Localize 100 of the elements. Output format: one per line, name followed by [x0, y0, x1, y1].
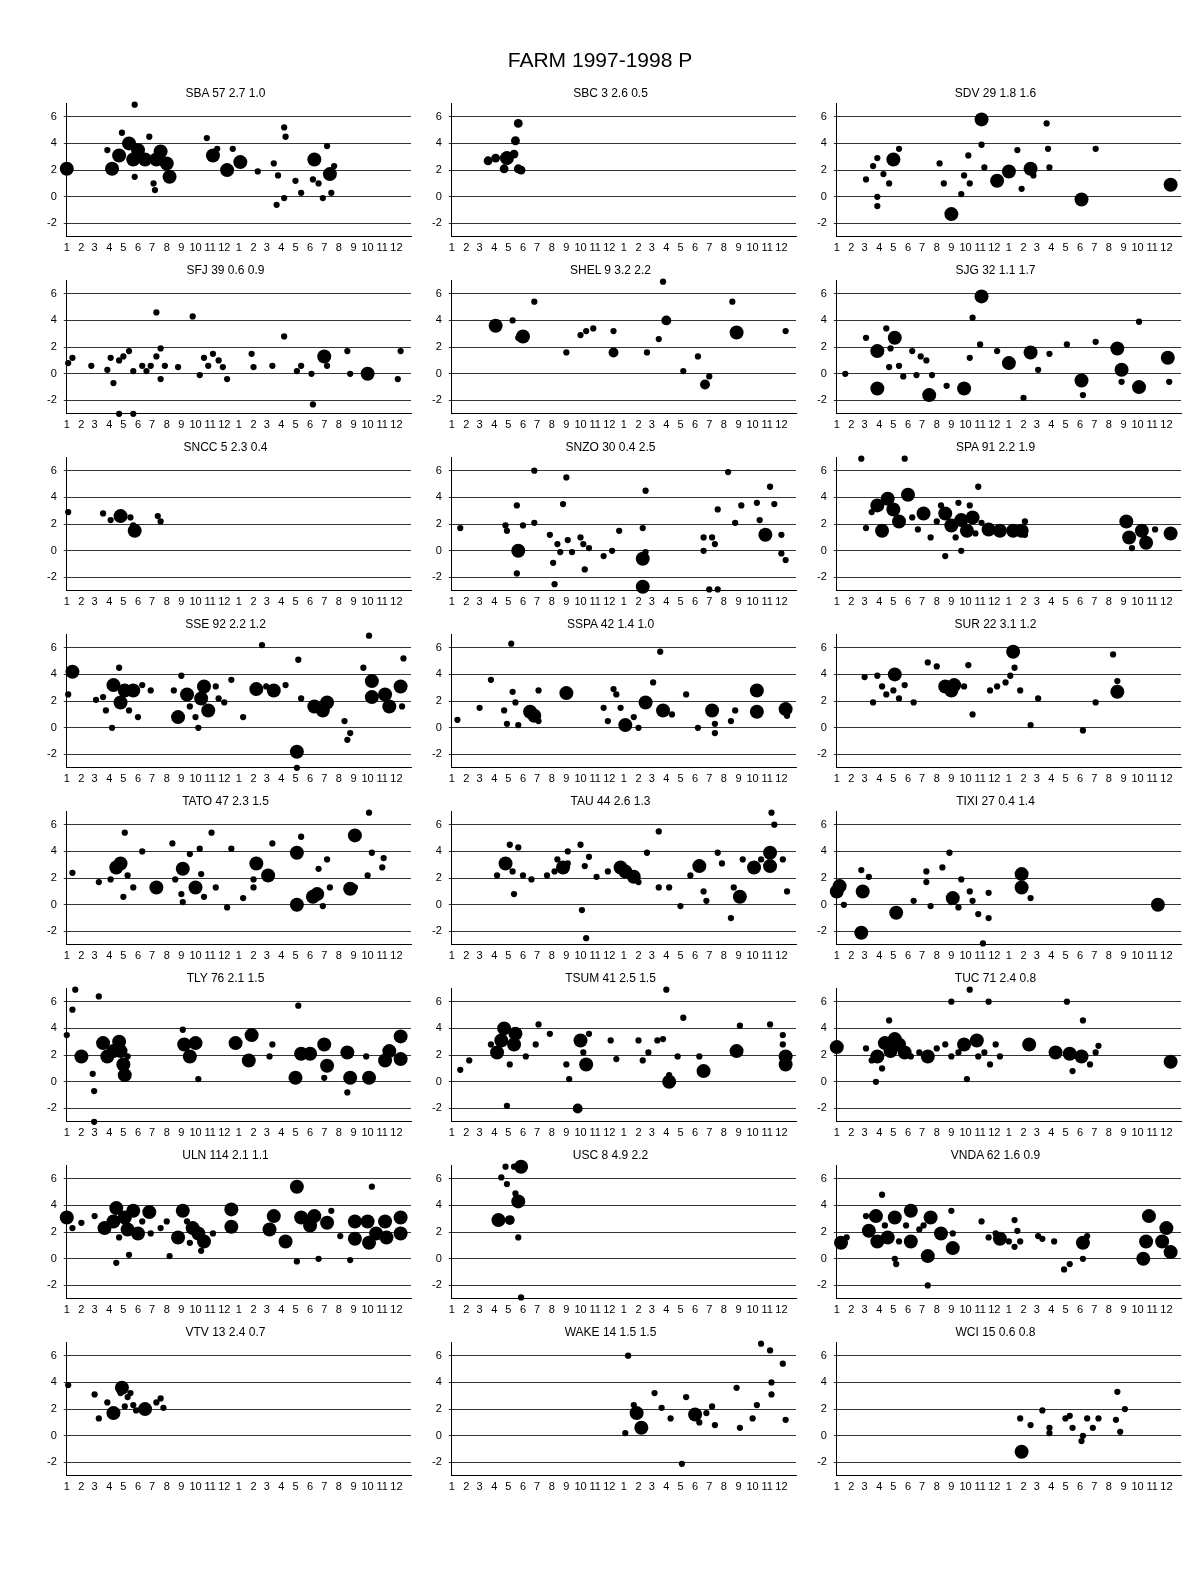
- x-tick-label: 2: [463, 595, 470, 608]
- y-tick-label: 2: [820, 1402, 827, 1415]
- x-tick-label: 7: [919, 418, 926, 431]
- x-tick-label: 11: [761, 418, 773, 431]
- x-tick-label: 6: [307, 1480, 314, 1493]
- x-tick-label: 7: [1091, 1303, 1098, 1316]
- x-tick-label: 5: [292, 1303, 299, 1316]
- x-tick-label: 12: [775, 418, 788, 431]
- x-tick-label: 2: [1020, 418, 1027, 431]
- x-tick-label: 10: [361, 418, 374, 431]
- x-tick-label: 9: [563, 1303, 570, 1316]
- x-tick-label: 4: [663, 772, 670, 785]
- x-tick-label: 3: [91, 949, 98, 962]
- x-tick-label: 12: [775, 595, 788, 608]
- x-tick-label: 5: [120, 949, 127, 962]
- x-tick-label: 1: [448, 772, 455, 785]
- y-tick-label: 0: [820, 189, 827, 202]
- x-tick-label: 11: [376, 1126, 388, 1139]
- x-tick-label: 11: [1146, 595, 1158, 608]
- x-tick-label: 9: [735, 1126, 742, 1139]
- x-tick-label: 7: [1091, 595, 1098, 608]
- x-tick-label: 4: [106, 772, 113, 785]
- y-tick-label: 2: [820, 340, 827, 353]
- x-tick-label: 5: [120, 1303, 127, 1316]
- x-tick-label: 4: [1048, 241, 1055, 254]
- x-tick-label: 6: [904, 595, 912, 608]
- x-tick-label: 4: [106, 1303, 113, 1316]
- chart-title: SBA 57 2.7 1.0: [185, 85, 266, 100]
- x-tick-label: 3: [1033, 1303, 1040, 1316]
- y-tick-label: -2: [817, 1455, 827, 1468]
- x-tick-label: 12: [603, 595, 616, 608]
- x-tick-label: 9: [563, 1126, 570, 1139]
- x-tick-label: 11: [761, 772, 773, 785]
- x-tick-label: 4: [876, 1126, 883, 1139]
- x-tick-label: 10: [1131, 949, 1144, 962]
- x-tick-label: 3: [861, 1126, 868, 1139]
- x-tick-label: 7: [321, 772, 328, 785]
- x-tick-label: 12: [988, 241, 1001, 254]
- x-tick-label: 12: [988, 418, 1001, 431]
- x-tick-label: 3: [648, 241, 655, 254]
- x-tick-label: 7: [919, 949, 926, 962]
- x-tick-label: 1: [1005, 241, 1012, 254]
- x-tick-label: 1: [235, 595, 242, 608]
- chart-title: SUR 22 3.1 1.2: [954, 616, 1037, 631]
- x-tick-label: 11: [974, 1480, 986, 1493]
- x-tick-label: 9: [735, 1480, 742, 1493]
- x-tick-label: 7: [919, 1303, 926, 1316]
- x-tick-label: 1: [63, 595, 70, 608]
- y-tick-label: 4: [435, 1375, 442, 1388]
- x-tick-label: 2: [463, 949, 470, 962]
- y-tick-label: -2: [817, 216, 827, 229]
- x-tick-label: 4: [491, 949, 498, 962]
- chart-title: SFJ 39 0.6 0.9: [186, 262, 265, 277]
- x-tick-label: 1: [448, 418, 455, 431]
- x-tick-label: 6: [519, 418, 527, 431]
- x-tick-label: 9: [350, 241, 357, 254]
- x-tick-label: 1: [833, 241, 840, 254]
- y-tick-label: 4: [820, 1021, 827, 1034]
- x-tick-label: 6: [519, 595, 527, 608]
- x-tick-label: 10: [746, 949, 759, 962]
- x-tick-label: 5: [505, 1480, 512, 1493]
- x-tick-label: 10: [574, 1480, 587, 1493]
- y-tick-label: 0: [50, 366, 57, 379]
- x-tick-label: 5: [292, 595, 299, 608]
- x-tick-label: 8: [548, 772, 555, 785]
- x-tick-label: 2: [78, 772, 85, 785]
- x-tick-label: 6: [692, 1480, 699, 1493]
- x-tick-label: 5: [890, 772, 897, 785]
- x-tick-label: 8: [720, 1480, 727, 1493]
- x-tick-label: 7: [321, 1303, 328, 1316]
- x-tick-label: 9: [1120, 1303, 1127, 1316]
- x-tick-label: 8: [335, 949, 342, 962]
- x-tick-label: 4: [106, 595, 113, 608]
- x-tick-label: 12: [603, 241, 616, 254]
- x-tick-label: 10: [574, 949, 587, 962]
- x-tick-label: 11: [761, 1126, 773, 1139]
- x-tick-label: 5: [677, 772, 684, 785]
- x-tick-label: 6: [519, 772, 527, 785]
- x-tick-label: 10: [746, 1480, 759, 1493]
- x-tick-label: 1: [620, 1126, 627, 1139]
- x-tick-label: 8: [1105, 241, 1112, 254]
- x-tick-label: 8: [1105, 1126, 1112, 1139]
- x-tick-label: 10: [574, 772, 587, 785]
- y-tick-label: 2: [820, 517, 827, 530]
- x-tick-label: 1: [63, 949, 70, 962]
- x-tick-label: 2: [848, 949, 855, 962]
- x-tick-label: 8: [548, 1303, 555, 1316]
- x-tick-label: 3: [1033, 241, 1040, 254]
- y-tick-label: 6: [50, 463, 57, 476]
- x-tick-label: 12: [775, 1480, 788, 1493]
- y-tick-label: 0: [50, 1251, 57, 1264]
- x-tick-label: 6: [1077, 595, 1084, 608]
- x-tick-label: 12: [1160, 595, 1173, 608]
- x-tick-label: 5: [120, 595, 127, 608]
- x-tick-label: 9: [178, 949, 185, 962]
- x-tick-label: 1: [833, 418, 840, 431]
- chart-title: ULN 114 2.1 1.1: [182, 1147, 270, 1162]
- x-tick-label: 3: [1033, 772, 1040, 785]
- x-tick-label: 6: [1077, 1303, 1084, 1316]
- x-tick-label: 3: [476, 1126, 483, 1139]
